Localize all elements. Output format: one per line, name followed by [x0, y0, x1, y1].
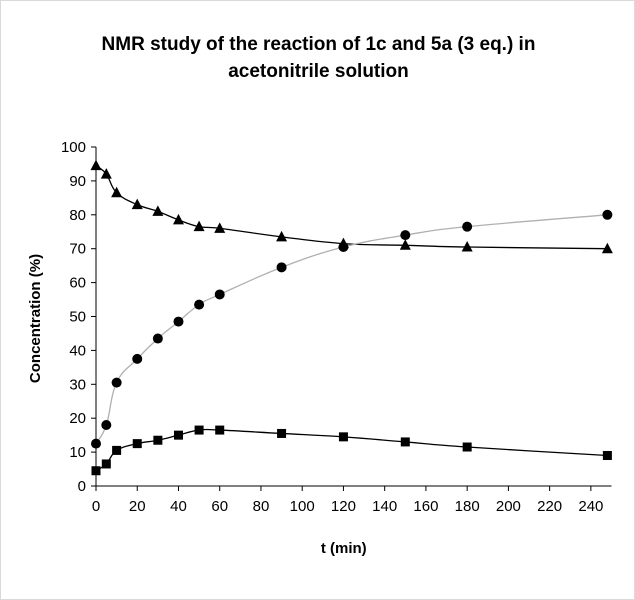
data-point-triangle: [111, 186, 123, 198]
data-point-square: [153, 435, 163, 445]
y-tick-label: 0: [78, 478, 86, 495]
y-tick-label: 10: [69, 444, 86, 461]
series-line-triangle: [95, 165, 608, 250]
y-tick-label: 60: [69, 275, 86, 292]
data-point-triangle: [461, 241, 473, 252]
x-tick-label: 180: [455, 498, 480, 515]
y-tick-label: 20: [69, 410, 86, 427]
data-point-circle: [111, 377, 122, 388]
data-point-square: [400, 437, 410, 447]
y-tick-label: 70: [69, 241, 86, 258]
y-tick-label: 40: [69, 342, 86, 359]
data-point-triangle: [601, 242, 613, 254]
data-point-triangle: [399, 239, 411, 250]
data-point-triangle: [152, 205, 164, 216]
data-point-square: [215, 425, 225, 435]
data-point-square: [91, 466, 101, 476]
data-point-triangle: [193, 220, 205, 232]
data-point-square: [173, 430, 183, 440]
series-line-circle: [95, 214, 608, 444]
y-tick-label: 90: [69, 173, 86, 190]
x-tick-label: 120: [331, 498, 356, 515]
x-tick-label: 80: [253, 498, 270, 515]
chart-title-line-1: NMR study of the reaction of 1c and 5a (…: [101, 34, 536, 55]
chart-title: NMR study of the reaction of 1c and 5a (…: [1, 31, 635, 85]
chart-title-line-2: acetonitrile solution: [228, 61, 409, 82]
data-point-circle: [173, 316, 184, 327]
y-tick-label: 80: [69, 207, 86, 224]
data-point-circle: [194, 299, 205, 310]
y-tick-label: 100: [61, 139, 86, 156]
x-tick-label: 240: [578, 498, 603, 515]
x-axis-ticks: 0 20 40 60 80 100 120 140 160 180 200 220 240: [92, 486, 603, 515]
series-line-square: [95, 428, 608, 472]
y-tick-label: 30: [69, 376, 86, 393]
x-tick-label: 40: [170, 498, 187, 515]
data-point-square: [277, 428, 287, 438]
data-point-circle: [462, 221, 473, 232]
x-tick-label: 220: [537, 498, 562, 515]
data-point-circle: [338, 242, 349, 253]
data-point-triangle: [276, 230, 288, 242]
x-tick-label: 160: [413, 498, 438, 515]
data-point-triangle: [100, 168, 112, 179]
data-point-circle: [400, 230, 411, 241]
x-tick-label: 0: [92, 498, 100, 515]
data-point-square: [462, 442, 472, 452]
data-point-circle: [276, 262, 287, 273]
x-tick-label: 140: [372, 498, 397, 515]
y-axis-ticks: 0 10 20 30 40 50 60 70 80 90 100: [61, 139, 96, 495]
series-circle: [91, 209, 613, 449]
x-tick-label: 100: [290, 498, 315, 515]
series-square: [91, 425, 612, 476]
data-point-triangle: [172, 213, 184, 225]
data-point-square: [194, 425, 204, 435]
data-point-square: [132, 439, 142, 449]
x-tick-label: 20: [129, 498, 146, 515]
series-triangle: [90, 159, 613, 254]
data-point-square: [112, 445, 122, 455]
data-point-triangle: [131, 198, 143, 210]
data-point-circle: [152, 333, 163, 344]
x-tick-label: 200: [496, 498, 521, 515]
y-tick-label: 50: [69, 309, 86, 326]
data-point-circle: [214, 289, 225, 300]
data-point-square: [101, 459, 111, 469]
data-point-square: [338, 432, 348, 442]
series-layer: [90, 159, 613, 476]
x-axis-title: t (min): [321, 540, 367, 557]
data-point-circle: [132, 353, 143, 364]
data-point-triangle: [90, 159, 102, 171]
data-point-circle: [91, 438, 101, 449]
x-tick-label: 60: [211, 498, 228, 515]
y-axis-title: Concentration (%): [27, 254, 44, 383]
data-point-square: [602, 450, 612, 460]
data-point-circle: [602, 209, 613, 220]
data-point-circle: [101, 419, 112, 430]
data-point-triangle: [214, 222, 226, 233]
